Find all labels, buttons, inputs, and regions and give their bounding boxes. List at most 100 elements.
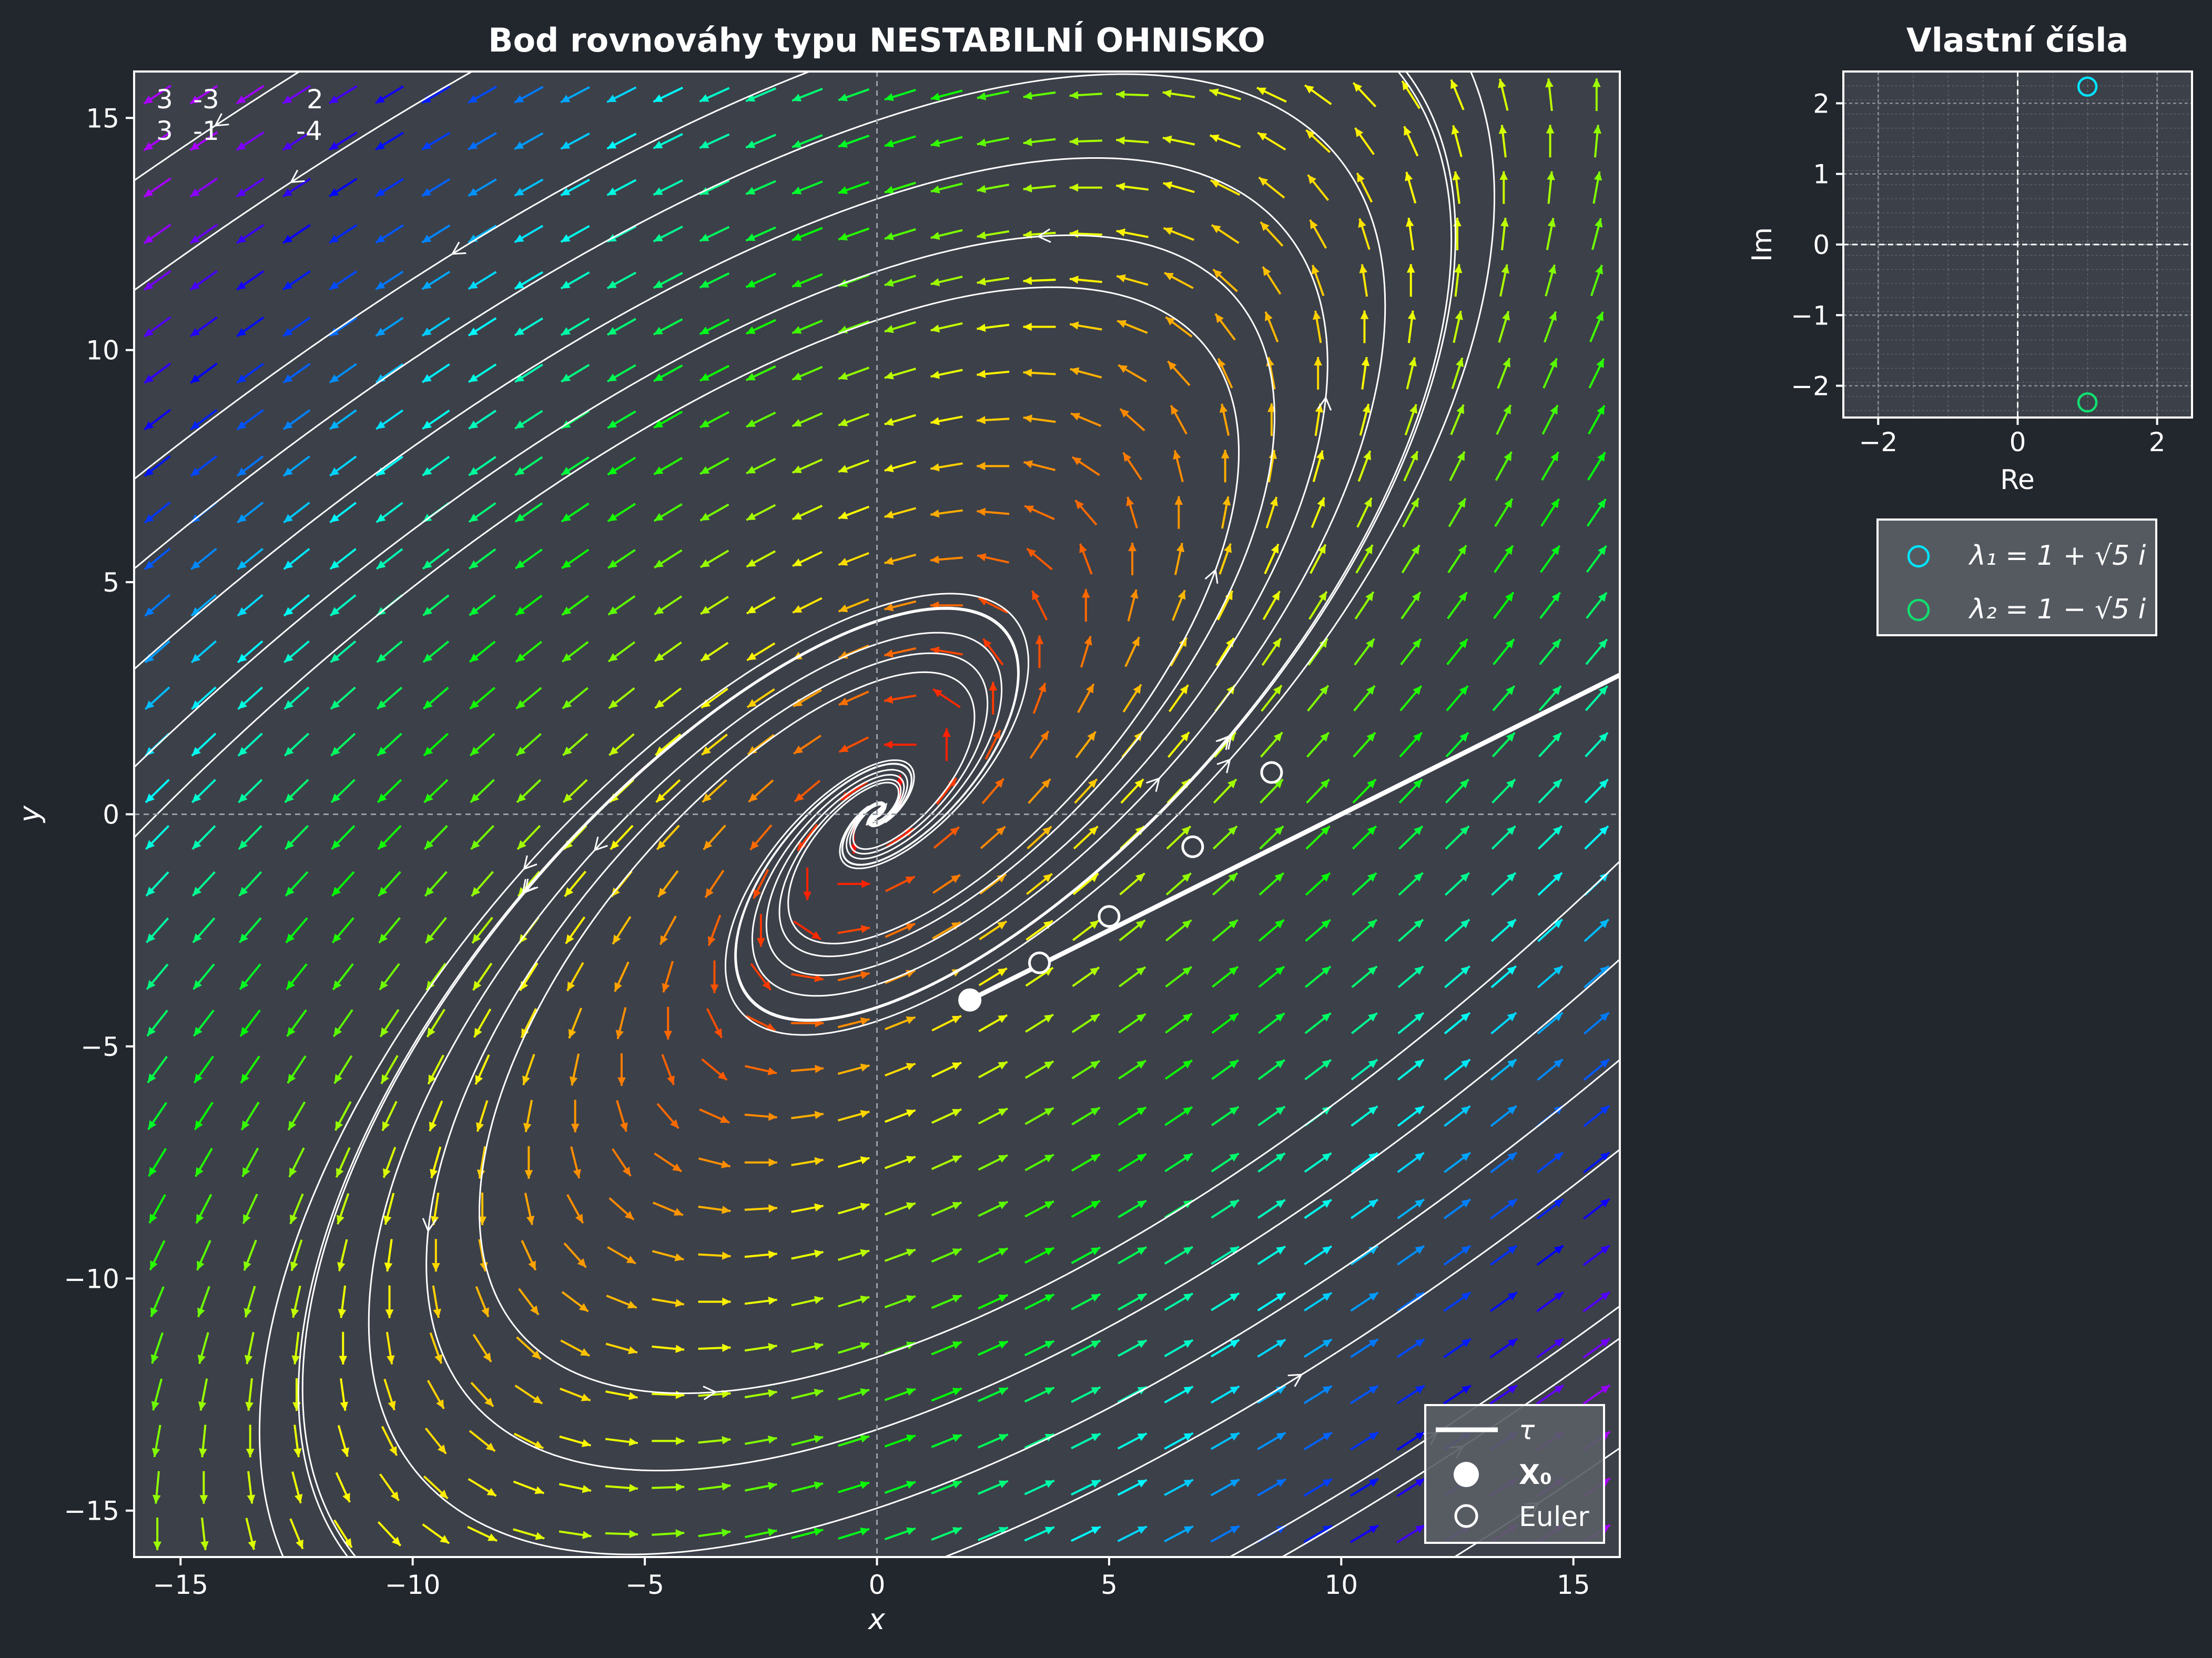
vector-arrow (1451, 125, 1463, 157)
vector-arrow (792, 458, 823, 474)
vector-arrow (699, 226, 730, 242)
legend-x0-swatch (1454, 1462, 1479, 1487)
vector-arrow (566, 1194, 584, 1224)
vector-arrow (652, 1529, 685, 1538)
chart-title: Bod rovnováhy typu NESTABILNÍ OHNISKO (488, 21, 1265, 59)
vector-arrow (146, 963, 169, 990)
matrix-r1-c2: -3 (193, 84, 219, 115)
vector-arrow (791, 1111, 824, 1120)
vector-arrow (335, 1472, 351, 1503)
vector-arrow (514, 410, 543, 430)
vector-arrow (1262, 266, 1282, 295)
vector-arrow (1450, 404, 1465, 435)
vector-arrow (1164, 1153, 1193, 1173)
vector-arrow (569, 1053, 580, 1086)
vector-arrow (1211, 1152, 1240, 1173)
eigen-legend-label-1: λ₁ = 1 + √5 i (1968, 540, 2146, 572)
vector-arrow (291, 1331, 300, 1365)
vector-arrow (1164, 271, 1194, 289)
vector-arrow (1590, 265, 1604, 297)
vector-arrow (514, 225, 544, 243)
vector-arrow (932, 921, 961, 940)
vector-arrow (514, 456, 543, 476)
vector-arrow (1445, 731, 1469, 758)
vector-arrow (1212, 825, 1238, 850)
vector-arrow (1398, 778, 1423, 803)
vector-arrow (1164, 1293, 1194, 1311)
vector-arrow (1032, 683, 1047, 714)
vector-arrow (1403, 126, 1419, 157)
vector-arrow (335, 1147, 351, 1178)
vector-arrow (837, 1110, 870, 1122)
vector-arrow (1024, 1154, 1054, 1172)
vector-arrow (930, 415, 963, 425)
vector-arrow (1350, 1198, 1378, 1219)
vector-arrow (1258, 919, 1285, 942)
vector-arrow (468, 317, 497, 337)
vector-arrow (1399, 685, 1423, 711)
vector-arrow (1081, 589, 1090, 622)
vector-arrow (421, 363, 450, 383)
vector-arrow (1164, 1339, 1194, 1357)
vector-arrow (515, 733, 542, 757)
vector-arrow (885, 1062, 916, 1077)
eigen-y-tick-label: 1 (1813, 159, 1830, 190)
vector-arrow (1259, 778, 1284, 804)
vector-arrow (653, 272, 683, 289)
vector-arrow (1493, 592, 1515, 619)
vector-arrow (375, 317, 404, 337)
vector-arrow (330, 733, 356, 757)
vector-arrow (1405, 171, 1417, 204)
vector-arrow (282, 270, 311, 291)
vector-arrow (143, 85, 172, 105)
vector-arrow (1354, 638, 1375, 666)
vector-arrow (699, 550, 729, 568)
vector-arrow (664, 1006, 673, 1040)
vector-arrow (1446, 685, 1469, 711)
vector-arrow (1396, 1338, 1425, 1358)
vector-arrow (1023, 322, 1056, 331)
vector-arrow (1167, 360, 1191, 386)
vector-arrow (931, 1061, 962, 1078)
initial-point-x0 (958, 988, 982, 1012)
vector-arrow (791, 1249, 824, 1260)
vector-arrow (334, 1101, 352, 1131)
y-tick-label: 0 (103, 800, 119, 830)
vector-arrow (190, 547, 217, 571)
vector-arrow (1257, 1059, 1286, 1081)
tangent-tau-line (969, 672, 1620, 1002)
vector-arrow (1069, 91, 1102, 99)
vector-arrow (191, 825, 216, 850)
vector-arrow (605, 1530, 638, 1539)
vector-arrow (792, 504, 823, 521)
vector-arrow (282, 131, 311, 151)
vector-arrow (376, 409, 404, 430)
vector-arrow (746, 1015, 776, 1032)
streamline (259, 593, 1029, 1557)
vector-arrow (1396, 1524, 1426, 1543)
vector-arrow (471, 917, 493, 944)
vector-arrow (1444, 872, 1470, 896)
vector-arrow (659, 916, 677, 945)
eigenvalue-point-1 (2077, 76, 2098, 97)
streamline (134, 72, 812, 481)
vector-arrow (328, 131, 358, 151)
vector-arrow (1492, 685, 1516, 711)
vector-arrow (1588, 405, 1606, 435)
vector-arrow (1401, 80, 1420, 109)
vector-arrow (469, 640, 496, 663)
vector-arrow (1351, 965, 1378, 988)
vector-arrow (701, 688, 728, 709)
x-tick-label: 0 (869, 1570, 886, 1600)
vector-arrow (329, 455, 357, 477)
vector-arrow (1070, 412, 1102, 427)
vector-arrow (1538, 825, 1563, 850)
vector-arrow (1071, 1013, 1100, 1033)
vector-arrow (1122, 684, 1142, 713)
vector-arrow (145, 825, 170, 850)
x-tick-label: −15 (153, 1570, 209, 1600)
vector-arrow (469, 594, 496, 616)
vector-arrow (1258, 965, 1285, 988)
vector-arrow (1306, 778, 1331, 804)
vector-arrow (1080, 636, 1092, 668)
